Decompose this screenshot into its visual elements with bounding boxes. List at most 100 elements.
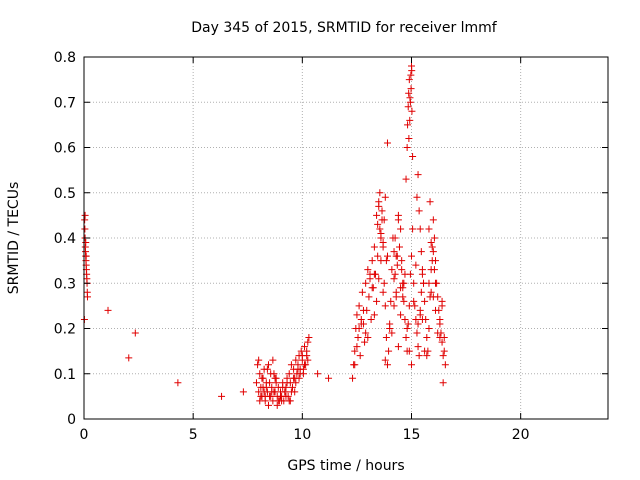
data-point [380,216,388,224]
data-point [365,293,373,301]
data-point [258,392,266,400]
data-point [267,392,275,400]
data-point [252,379,260,387]
data-point [405,89,413,97]
data-point [400,279,408,287]
data-point [413,329,421,337]
data-point [423,334,431,342]
data-point [397,225,405,233]
data-point [426,198,434,206]
x-tick-label: 10 [293,427,311,443]
data-point [373,297,381,305]
data-point [264,361,272,369]
data-point [381,302,389,310]
data-point [407,85,415,93]
data-point [413,193,421,201]
data-point [125,354,133,362]
data-point [266,379,274,387]
data-point [407,71,415,79]
data-point [425,225,433,233]
data-point [382,257,390,265]
data-point [256,370,264,378]
y-tick-label: 0.6 [54,141,76,157]
data-point [285,370,293,378]
data-point [405,347,413,355]
data-point [81,225,89,233]
data-point [412,315,420,323]
data-point [395,243,403,251]
data-points [80,62,449,409]
tick-labels: 0 5 10 15 20 0 0.1 0.2 0.3 0.4 0.5 0.6 0.7 0.8 [54,50,530,443]
data-point [402,334,410,342]
data-point [390,275,398,283]
data-point [387,297,395,305]
data-point [83,293,91,301]
data-point [353,311,361,319]
data-point [427,288,435,296]
data-point [394,211,402,219]
data-point [406,94,414,102]
data-point [286,397,294,405]
data-point [391,270,399,278]
data-point [417,248,425,256]
data-point [440,347,448,355]
data-point [239,388,247,396]
data-point [386,320,394,328]
data-point [383,252,391,260]
data-point [418,266,426,274]
x-axis-title: GPS time / hours [287,458,404,474]
data-point [405,76,413,84]
x-tick-label: 5 [189,427,198,443]
data-point [439,352,447,360]
data-point [382,334,390,342]
y-tick-label: 0 [67,412,76,428]
data-point [291,388,299,396]
data-point [256,397,264,405]
data-point [405,134,413,142]
data-point [383,361,391,369]
data-point [425,325,433,332]
data-point [392,252,400,260]
data-point [299,365,307,373]
data-point [296,370,304,378]
data-point [410,297,418,305]
data-point [427,239,435,247]
data-point [429,293,437,301]
data-point [388,329,396,337]
data-point [292,379,300,387]
data-point [259,374,267,382]
data-point [409,153,417,161]
y-tick-label: 0.8 [54,50,76,66]
data-point [429,248,437,256]
data-point [305,334,313,342]
data-point [287,361,295,369]
data-point [438,297,446,305]
data-point [362,329,370,337]
data-point [416,311,424,319]
data-point [303,347,311,355]
data-point [82,239,90,247]
data-point [273,401,281,409]
data-point [430,266,438,274]
data-point [403,325,411,332]
data-point [301,361,309,369]
y-tick-label: 0.2 [54,322,76,338]
data-point [379,243,387,251]
data-point [373,211,381,219]
data-point [278,397,286,405]
data-point [380,279,388,287]
y-tick-label: 0.4 [54,231,76,247]
data-point [355,302,363,310]
data-point [408,252,415,260]
data-point [295,374,303,382]
data-point [379,288,387,296]
data-point [81,211,89,219]
data-point [377,229,385,237]
data-point [174,379,182,387]
axis-ticks [83,56,608,420]
data-point [367,315,375,323]
data-point [218,392,226,400]
data-point [394,343,402,351]
data-point [440,334,448,342]
